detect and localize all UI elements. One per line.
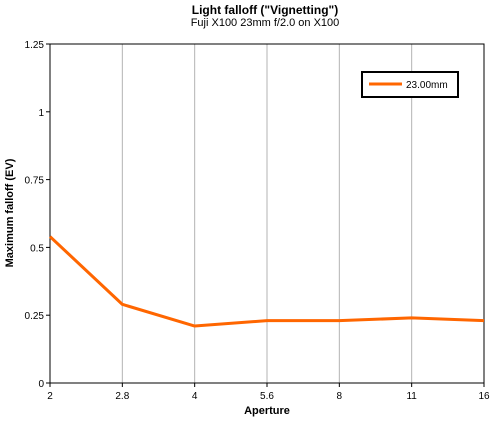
y-tick-label: 0.25 (25, 311, 45, 322)
x-tick-label: 2 (47, 391, 53, 402)
chart-title: Light falloff ("Vignetting") (191, 3, 339, 17)
x-axis-title: Aperture (244, 405, 290, 417)
x-tick-label: 4 (192, 391, 198, 402)
y-tick-label: 1 (38, 108, 44, 119)
x-tick-label: 2.8 (115, 391, 129, 402)
y-tick-label: 0.5 (30, 243, 44, 254)
x-tick-label: 16 (478, 391, 490, 402)
x-tick-label: 5.6 (260, 391, 274, 402)
legend: 23.00mm (361, 71, 459, 98)
x-tick-label: 8 (337, 391, 343, 402)
y-tick-label: 1.25 (25, 40, 45, 51)
y-tick-label: 0 (38, 379, 44, 390)
x-tick-label: 11 (406, 391, 417, 402)
chart-subtitle: Fuji X100 23mm f/2.0 on X100 (190, 17, 340, 29)
y-axis-title: Maximum falloff (EV) (4, 158, 16, 267)
legend-label: 23.00mm (406, 80, 448, 91)
y-tick-label: 0.75 (25, 176, 45, 187)
